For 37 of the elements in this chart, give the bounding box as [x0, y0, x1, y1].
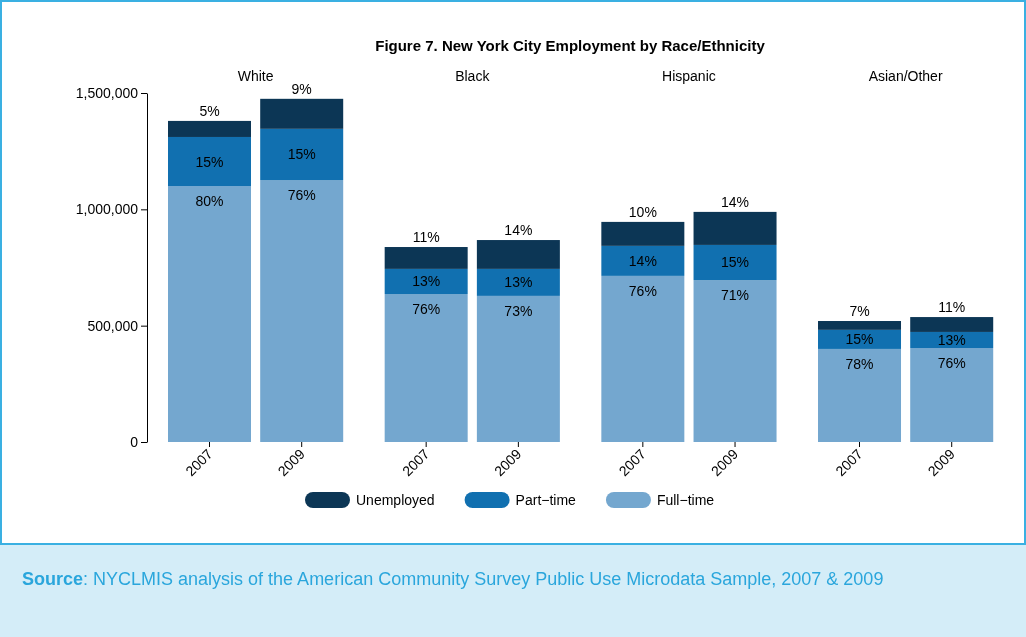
- annotation: 15%: [287, 146, 316, 163]
- annotation: 14%: [721, 193, 750, 210]
- legend-label: Unemployed: [356, 492, 435, 508]
- y-tick-label: 500,000: [87, 317, 139, 334]
- annotation: 11%: [938, 299, 966, 316]
- y-tick-label: 1,000,000: [75, 201, 139, 218]
- annotation: 14%: [504, 222, 533, 239]
- annotation: 14%: [628, 252, 657, 269]
- annotation: 71%: [721, 287, 750, 304]
- annotation: 15%: [195, 153, 224, 170]
- annotation: 76%: [287, 187, 316, 204]
- annotation: 13%: [412, 273, 441, 290]
- annotation: 11%: [412, 229, 440, 246]
- text: White: [237, 68, 274, 84]
- text: Asian/Other: [868, 68, 943, 84]
- y-tick-label: 1,500,000: [75, 84, 139, 101]
- annotation: 13%: [504, 274, 533, 291]
- annotation: 5%: [199, 102, 220, 119]
- annotation: 80%: [195, 193, 224, 210]
- annotation: 9%: [291, 80, 312, 97]
- annotation: 76%: [937, 355, 966, 371]
- annotation: 76%: [628, 282, 657, 299]
- text: Black: [455, 68, 491, 84]
- annotation: 13%: [937, 331, 966, 348]
- annotation: 15%: [845, 331, 874, 348]
- text: Hispanic: [662, 68, 716, 84]
- annotation: 78%: [845, 355, 874, 372]
- source-note: Source: NYCLMIS analysis of the American Community Survey Public Use Microdata Sample, 2007 & 2009: [22, 569, 884, 589]
- annotation: 73%: [504, 302, 533, 319]
- legend-label: Full−time: [656, 492, 715, 508]
- annotation: 7%: [849, 303, 870, 320]
- legend-label: Part−time: [515, 492, 577, 508]
- annotation: 10%: [628, 203, 657, 220]
- annotation: 76%: [412, 301, 441, 318]
- chart-title: Figure 7. New York City Employment by Race/Ethnicity: [375, 37, 766, 54]
- y-tick-label: 0: [130, 433, 139, 450]
- annotation: 15%: [721, 254, 750, 271]
